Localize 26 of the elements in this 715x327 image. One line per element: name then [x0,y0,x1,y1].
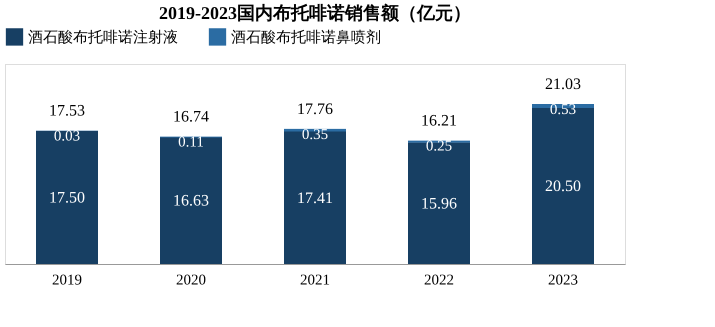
data-label: 17.41 [297,190,333,207]
total-label: 16.21 [421,112,457,130]
x-tick-label: 2021 [300,272,330,288]
chart-title: 2019-2023国内布托啡诺销售额（亿元） [159,3,471,23]
data-label: 16.63 [173,192,209,210]
x-tick-label: 2023 [548,272,578,288]
total-label: 21.03 [545,76,581,93]
bar [408,142,470,264]
total-label: 17.53 [49,102,85,120]
data-label: 0.25 [426,138,452,155]
data-label: 0.53 [550,102,576,118]
data-label: 0.03 [54,128,80,145]
legend-label: 酒石酸布托啡诺鼻喷剂 [231,28,381,46]
data-label: 17.50 [49,189,85,206]
data-label: 20.50 [545,178,581,196]
data-label: 0.35 [302,126,328,143]
data-label: 0.11 [178,134,204,151]
total-label: 17.76 [297,100,333,118]
x-tick-label: 2020 [176,272,206,288]
x-tick-label: 2022 [424,272,454,288]
bar [36,130,98,264]
total-label: 16.74 [173,108,209,126]
bar [160,137,222,264]
data-label: 15.96 [421,195,457,212]
x-tick-label: 2019 [52,272,82,288]
legend-label: 酒石酸布托啡诺注射液 [28,28,178,46]
